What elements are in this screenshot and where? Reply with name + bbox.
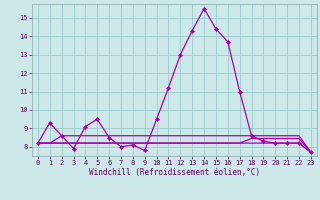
X-axis label: Windchill (Refroidissement éolien,°C): Windchill (Refroidissement éolien,°C) — [89, 168, 260, 177]
